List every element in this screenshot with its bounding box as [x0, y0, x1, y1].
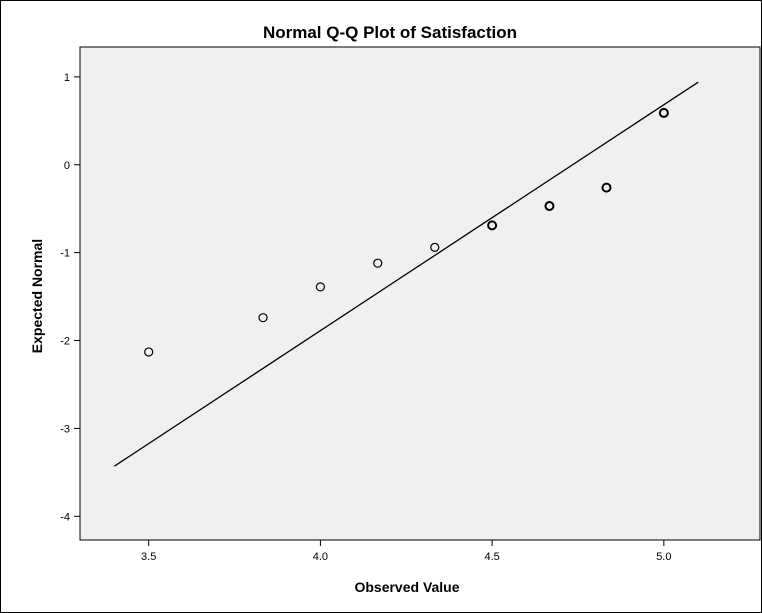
y-tick-label: 1: [64, 72, 70, 84]
y-tick-label: -4: [60, 511, 70, 523]
y-tick-label: -1: [60, 248, 70, 260]
y-axis-label: Expected Normal: [29, 239, 45, 353]
x-tick-label: 4.0: [313, 551, 328, 563]
x-axis-label: Observed Value: [354, 579, 459, 595]
y-tick-label: 0: [64, 160, 70, 172]
data-point: [144, 347, 154, 357]
x-tick-label: 5.0: [656, 551, 671, 563]
data-point: [487, 220, 498, 231]
data-point: [430, 242, 440, 252]
data-point: [258, 313, 268, 323]
points-group: [144, 107, 669, 357]
x-tick-label: 3.5: [141, 551, 156, 563]
data-point: [315, 282, 326, 292]
reference-line: [113, 81, 699, 467]
data-point: [544, 201, 555, 212]
plot-area: [79, 46, 761, 541]
chart-title: Normal Q-Q Plot of Satisfaction: [263, 23, 517, 42]
y-tick-label: -3: [60, 423, 70, 435]
data-point: [658, 107, 669, 118]
y-tick-label: -2: [60, 336, 70, 348]
data-point: [601, 182, 612, 193]
x-tick-label: 4.5: [484, 551, 499, 563]
tick-group: 3.5 4.0 4.5 5.0 1 0 -1 -2 -3 -4: [60, 72, 671, 563]
data-point: [373, 258, 383, 268]
